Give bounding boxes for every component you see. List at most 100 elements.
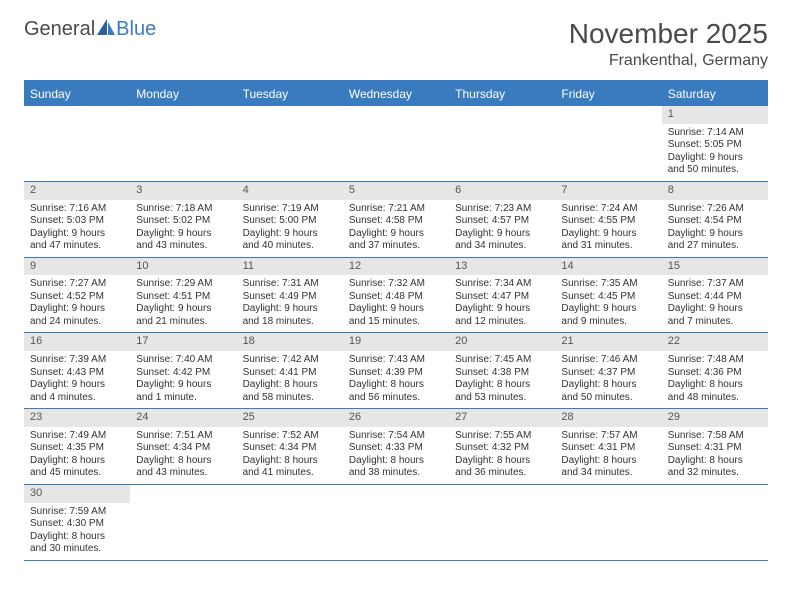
sunset-line: Sunset: 5:05 PM [668, 139, 762, 152]
daylight-line: Daylight: 8 hours and 36 minutes. [455, 455, 549, 480]
daylight-line: Daylight: 8 hours and 56 minutes. [349, 379, 443, 404]
daylight-line: Daylight: 8 hours and 45 minutes. [30, 455, 124, 480]
day-number: 6 [449, 182, 555, 200]
day-body: Sunrise: 7:19 AMSunset: 5:00 PMDaylight:… [237, 200, 343, 257]
sunset-line: Sunset: 4:35 PM [30, 442, 124, 455]
day-cell: 13Sunrise: 7:34 AMSunset: 4:47 PMDayligh… [449, 258, 555, 333]
day-number: 15 [662, 258, 768, 276]
calendar: SundayMondayTuesdayWednesdayThursdayFrid… [24, 80, 768, 561]
day-number: 11 [237, 258, 343, 276]
daylight-line: Daylight: 8 hours and 30 minutes. [30, 531, 124, 556]
daylight-line: Daylight: 9 hours and 4 minutes. [30, 379, 124, 404]
week-row: 9Sunrise: 7:27 AMSunset: 4:52 PMDaylight… [24, 258, 768, 334]
day-number: 4 [237, 182, 343, 200]
day-cell: 15Sunrise: 7:37 AMSunset: 4:44 PMDayligh… [662, 258, 768, 333]
day-number: 10 [130, 258, 236, 276]
week-row: 16Sunrise: 7:39 AMSunset: 4:43 PMDayligh… [24, 333, 768, 409]
sunrise-line: Sunrise: 7:29 AM [136, 278, 230, 291]
sunset-line: Sunset: 4:32 PM [455, 442, 549, 455]
day-number: 25 [237, 409, 343, 427]
day-body: Sunrise: 7:27 AMSunset: 4:52 PMDaylight:… [24, 275, 130, 332]
day-body: Sunrise: 7:32 AMSunset: 4:48 PMDaylight:… [343, 275, 449, 332]
sunrise-line: Sunrise: 7:55 AM [455, 430, 549, 443]
empty-cell [237, 106, 343, 181]
day-body: Sunrise: 7:39 AMSunset: 4:43 PMDaylight:… [24, 351, 130, 408]
sunrise-line: Sunrise: 7:24 AM [561, 203, 655, 216]
day-cell: 26Sunrise: 7:54 AMSunset: 4:33 PMDayligh… [343, 409, 449, 484]
day-body: Sunrise: 7:57 AMSunset: 4:31 PMDaylight:… [555, 427, 661, 484]
day-cell: 12Sunrise: 7:32 AMSunset: 4:48 PMDayligh… [343, 258, 449, 333]
day-headers-row: SundayMondayTuesdayWednesdayThursdayFrid… [24, 82, 768, 106]
day-number: 28 [555, 409, 661, 427]
daylight-line: Daylight: 9 hours and 24 minutes. [30, 303, 124, 328]
sunset-line: Sunset: 4:48 PM [349, 291, 443, 304]
day-number: 8 [662, 182, 768, 200]
day-cell: 1Sunrise: 7:14 AMSunset: 5:05 PMDaylight… [662, 106, 768, 181]
day-number: 2 [24, 182, 130, 200]
sunrise-line: Sunrise: 7:35 AM [561, 278, 655, 291]
sunset-line: Sunset: 4:36 PM [668, 367, 762, 380]
day-cell: 10Sunrise: 7:29 AMSunset: 4:51 PMDayligh… [130, 258, 236, 333]
sunrise-line: Sunrise: 7:34 AM [455, 278, 549, 291]
day-number: 9 [24, 258, 130, 276]
empty-cell [237, 485, 343, 560]
day-cell: 20Sunrise: 7:45 AMSunset: 4:38 PMDayligh… [449, 333, 555, 408]
day-header: Saturday [662, 82, 768, 106]
sunrise-line: Sunrise: 7:27 AM [30, 278, 124, 291]
daylight-line: Daylight: 9 hours and 1 minute. [136, 379, 230, 404]
day-number: 29 [662, 409, 768, 427]
logo-text-2: Blue [116, 18, 156, 41]
day-body: Sunrise: 7:14 AMSunset: 5:05 PMDaylight:… [662, 124, 768, 181]
empty-cell [662, 485, 768, 560]
day-number: 23 [24, 409, 130, 427]
day-number: 5 [343, 182, 449, 200]
empty-cell [343, 485, 449, 560]
day-body: Sunrise: 7:29 AMSunset: 4:51 PMDaylight:… [130, 275, 236, 332]
day-body: Sunrise: 7:43 AMSunset: 4:39 PMDaylight:… [343, 351, 449, 408]
sunset-line: Sunset: 4:54 PM [668, 215, 762, 228]
day-body: Sunrise: 7:49 AMSunset: 4:35 PMDaylight:… [24, 427, 130, 484]
day-cell: 6Sunrise: 7:23 AMSunset: 4:57 PMDaylight… [449, 182, 555, 257]
day-number: 16 [24, 333, 130, 351]
day-body: Sunrise: 7:59 AMSunset: 4:30 PMDaylight:… [24, 503, 130, 560]
day-cell: 29Sunrise: 7:58 AMSunset: 4:31 PMDayligh… [662, 409, 768, 484]
sunrise-line: Sunrise: 7:58 AM [668, 430, 762, 443]
title-block: November 2025 Frankenthal, Germany [569, 18, 768, 70]
daylight-line: Daylight: 9 hours and 50 minutes. [668, 152, 762, 177]
day-cell: 9Sunrise: 7:27 AMSunset: 4:52 PMDaylight… [24, 258, 130, 333]
sunrise-line: Sunrise: 7:39 AM [30, 354, 124, 367]
day-header: Friday [555, 82, 661, 106]
daylight-line: Daylight: 9 hours and 12 minutes. [455, 303, 549, 328]
day-number: 20 [449, 333, 555, 351]
day-body: Sunrise: 7:48 AMSunset: 4:36 PMDaylight:… [662, 351, 768, 408]
day-number: 13 [449, 258, 555, 276]
day-body: Sunrise: 7:18 AMSunset: 5:02 PMDaylight:… [130, 200, 236, 257]
day-header: Thursday [449, 82, 555, 106]
day-number: 27 [449, 409, 555, 427]
header: General Blue November 2025 Frankenthal, … [24, 18, 768, 70]
day-header: Tuesday [237, 82, 343, 106]
sunset-line: Sunset: 4:33 PM [349, 442, 443, 455]
day-number: 24 [130, 409, 236, 427]
sunrise-line: Sunrise: 7:31 AM [243, 278, 337, 291]
day-cell: 2Sunrise: 7:16 AMSunset: 5:03 PMDaylight… [24, 182, 130, 257]
sunrise-line: Sunrise: 7:18 AM [136, 203, 230, 216]
sunset-line: Sunset: 4:38 PM [455, 367, 549, 380]
sunrise-line: Sunrise: 7:52 AM [243, 430, 337, 443]
day-cell: 28Sunrise: 7:57 AMSunset: 4:31 PMDayligh… [555, 409, 661, 484]
day-number: 17 [130, 333, 236, 351]
day-body: Sunrise: 7:23 AMSunset: 4:57 PMDaylight:… [449, 200, 555, 257]
day-cell: 5Sunrise: 7:21 AMSunset: 4:58 PMDaylight… [343, 182, 449, 257]
empty-cell [555, 485, 661, 560]
logo-sail-icon [97, 19, 115, 35]
day-body: Sunrise: 7:21 AMSunset: 4:58 PMDaylight:… [343, 200, 449, 257]
day-cell: 25Sunrise: 7:52 AMSunset: 4:34 PMDayligh… [237, 409, 343, 484]
sunset-line: Sunset: 4:34 PM [136, 442, 230, 455]
empty-cell [555, 106, 661, 181]
daylight-line: Daylight: 9 hours and 15 minutes. [349, 303, 443, 328]
day-number: 18 [237, 333, 343, 351]
sunset-line: Sunset: 4:58 PM [349, 215, 443, 228]
sunset-line: Sunset: 4:55 PM [561, 215, 655, 228]
sunset-line: Sunset: 4:37 PM [561, 367, 655, 380]
sunset-line: Sunset: 4:51 PM [136, 291, 230, 304]
